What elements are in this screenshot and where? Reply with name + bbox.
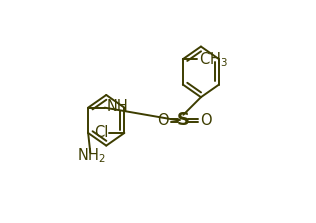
Text: Cl: Cl <box>94 126 108 140</box>
Text: NH: NH <box>106 99 128 114</box>
Text: S: S <box>177 111 190 129</box>
Text: O: O <box>157 113 169 128</box>
Text: NH$_2$: NH$_2$ <box>77 147 106 165</box>
Text: CH$_3$: CH$_3$ <box>199 50 228 68</box>
Text: O: O <box>200 113 211 128</box>
